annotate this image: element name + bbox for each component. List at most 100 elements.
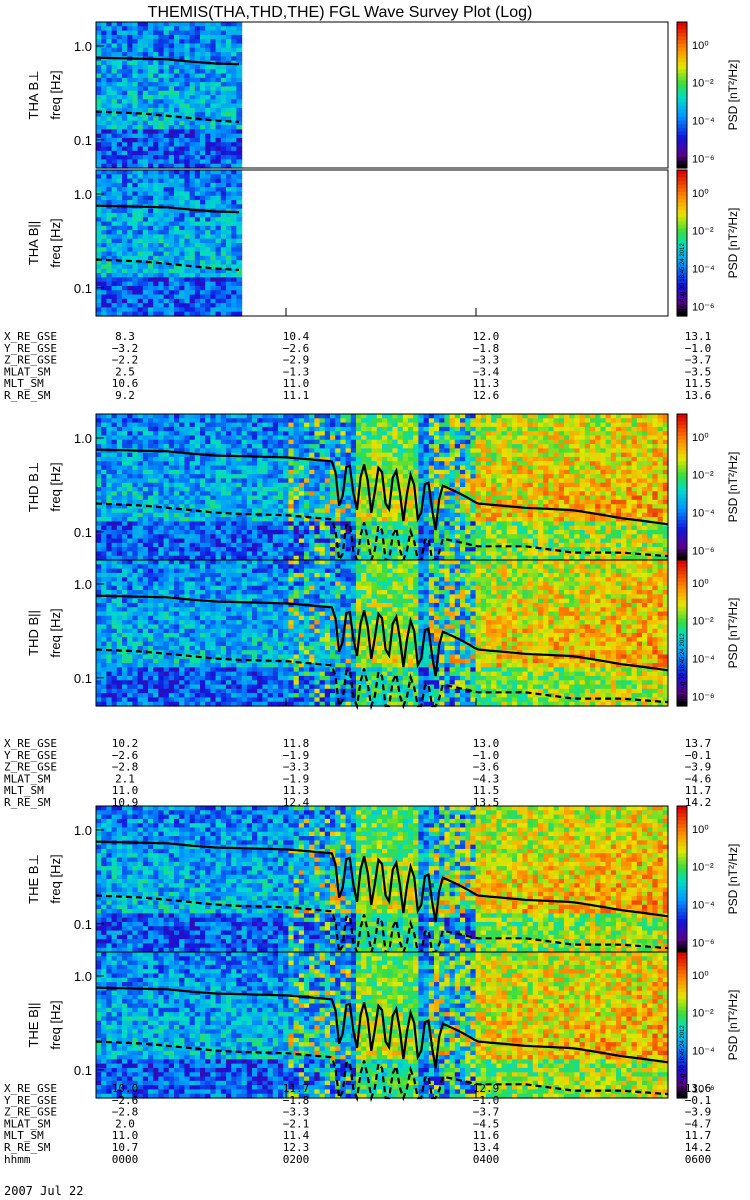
spectrogram-cell bbox=[194, 43, 201, 49]
spectrogram-cell bbox=[96, 303, 102, 309]
spectrogram-cell bbox=[496, 465, 503, 471]
spectrogram-cell bbox=[153, 547, 159, 553]
spectrogram-cell bbox=[210, 26, 217, 32]
spectrogram-cell bbox=[194, 499, 201, 505]
spectrogram-cell bbox=[174, 47, 180, 53]
spectrogram-cell bbox=[340, 495, 347, 501]
spectrogram-cell bbox=[163, 268, 170, 274]
spectrogram-cell bbox=[252, 469, 258, 475]
spectrogram-cell bbox=[517, 508, 523, 514]
spectrogram-cell bbox=[122, 521, 128, 527]
spectrogram-cell bbox=[460, 435, 466, 441]
spectrogram-cell bbox=[189, 298, 196, 304]
spectrogram-cell bbox=[480, 456, 487, 462]
spectrogram-cell bbox=[153, 90, 159, 96]
spectrogram-cell bbox=[444, 465, 451, 471]
spectrogram-cell bbox=[252, 538, 258, 544]
spectrogram-cell bbox=[231, 204, 237, 210]
spectrogram-cell bbox=[252, 482, 258, 488]
spectrogram-cell bbox=[101, 268, 107, 274]
spectrogram-cell bbox=[127, 294, 133, 300]
spectrogram-cell bbox=[319, 448, 326, 454]
spectrogram-cell bbox=[371, 465, 378, 471]
spectrogram-cell bbox=[371, 508, 378, 514]
spectrogram-cell bbox=[226, 187, 232, 193]
spectrogram-cell bbox=[111, 307, 118, 313]
spectrogram-cell bbox=[491, 426, 497, 432]
spectrogram-cell bbox=[101, 504, 107, 510]
spectrogram-cell bbox=[241, 491, 248, 497]
spectrogram-cell bbox=[226, 251, 232, 257]
spectrogram-cell bbox=[220, 77, 227, 83]
spectrogram-cell bbox=[402, 478, 409, 484]
spectrogram-cell bbox=[501, 418, 508, 424]
spectrogram-cell bbox=[460, 478, 466, 484]
spectrogram-cell bbox=[179, 534, 185, 540]
spectrogram-cell bbox=[522, 478, 529, 484]
spectrogram-cell bbox=[460, 551, 466, 557]
spectrogram-cell bbox=[444, 495, 451, 501]
spectrogram-cell bbox=[96, 90, 102, 96]
spectrogram-cell bbox=[163, 298, 170, 304]
spectrogram-cell bbox=[106, 90, 113, 96]
spectrogram-cell bbox=[101, 174, 107, 180]
spectrogram-cell bbox=[226, 43, 232, 49]
spectrogram-cell bbox=[127, 504, 133, 510]
spectrogram-cell bbox=[491, 444, 497, 449]
spectrogram-cell bbox=[194, 281, 201, 287]
spectrogram-cell bbox=[309, 521, 315, 527]
spectrogram-cell bbox=[454, 465, 461, 471]
spectrogram-cell bbox=[153, 444, 159, 449]
spectrogram-cell bbox=[189, 230, 196, 236]
spectrogram-cell bbox=[148, 22, 154, 27]
spectrogram-cell bbox=[96, 159, 102, 165]
spectrogram-cell bbox=[231, 243, 237, 248]
spectrogram-cell bbox=[387, 474, 393, 480]
spectrogram-cell bbox=[205, 294, 211, 300]
spectrogram-cell bbox=[153, 298, 159, 304]
spectrogram-cell bbox=[330, 431, 336, 437]
spectrogram-cell bbox=[220, 86, 227, 92]
spectrogram-cell bbox=[215, 34, 222, 40]
spectrogram-cell bbox=[387, 478, 393, 484]
spectrogram-cell bbox=[345, 534, 352, 540]
spectrogram-cell bbox=[324, 487, 331, 492]
spectrogram-cell bbox=[168, 268, 175, 274]
spectrogram-cell bbox=[111, 95, 118, 100]
spectrogram-cell bbox=[210, 414, 217, 419]
spectrogram-cell bbox=[220, 234, 227, 240]
spectrogram-cell bbox=[158, 150, 165, 156]
spectrogram-cell bbox=[444, 422, 451, 428]
spectrogram-cell bbox=[449, 499, 456, 505]
spectrogram-cell bbox=[132, 60, 139, 66]
spectrogram-cell bbox=[194, 225, 201, 231]
spectrogram-cell bbox=[449, 551, 456, 557]
spectrogram-cell bbox=[475, 474, 482, 480]
spectrogram-cell bbox=[298, 444, 305, 449]
spectrogram-cell bbox=[215, 200, 222, 205]
spectrogram-cell bbox=[158, 107, 165, 113]
spectrogram-cell bbox=[267, 426, 274, 432]
spectrogram-cell bbox=[439, 439, 445, 445]
spectrogram-cell bbox=[127, 517, 133, 522]
spectrogram-cell bbox=[413, 444, 419, 449]
spectrogram-cell bbox=[392, 452, 399, 458]
spectrogram-cell bbox=[434, 482, 440, 488]
spectrogram-cell bbox=[309, 538, 315, 544]
spectrogram-cell bbox=[444, 551, 451, 557]
spectrogram-cell bbox=[148, 482, 154, 488]
spectrogram-cell bbox=[356, 525, 362, 531]
spectrogram-cell bbox=[153, 146, 159, 152]
spectrogram-cell bbox=[293, 478, 300, 484]
spectrogram-cell bbox=[106, 422, 113, 428]
spectrogram-cell bbox=[174, 60, 180, 66]
spectrogram-cell bbox=[111, 281, 118, 287]
spectrogram-cell bbox=[330, 474, 336, 480]
spectrogram-cell bbox=[460, 456, 466, 462]
spectrogram-cell bbox=[350, 551, 357, 557]
spectrogram-cell bbox=[304, 495, 310, 501]
spectrogram-cell bbox=[246, 551, 253, 557]
spectrogram-cell bbox=[220, 542, 227, 548]
spectrogram-cell bbox=[189, 478, 196, 484]
spectrogram-cell bbox=[142, 298, 149, 304]
